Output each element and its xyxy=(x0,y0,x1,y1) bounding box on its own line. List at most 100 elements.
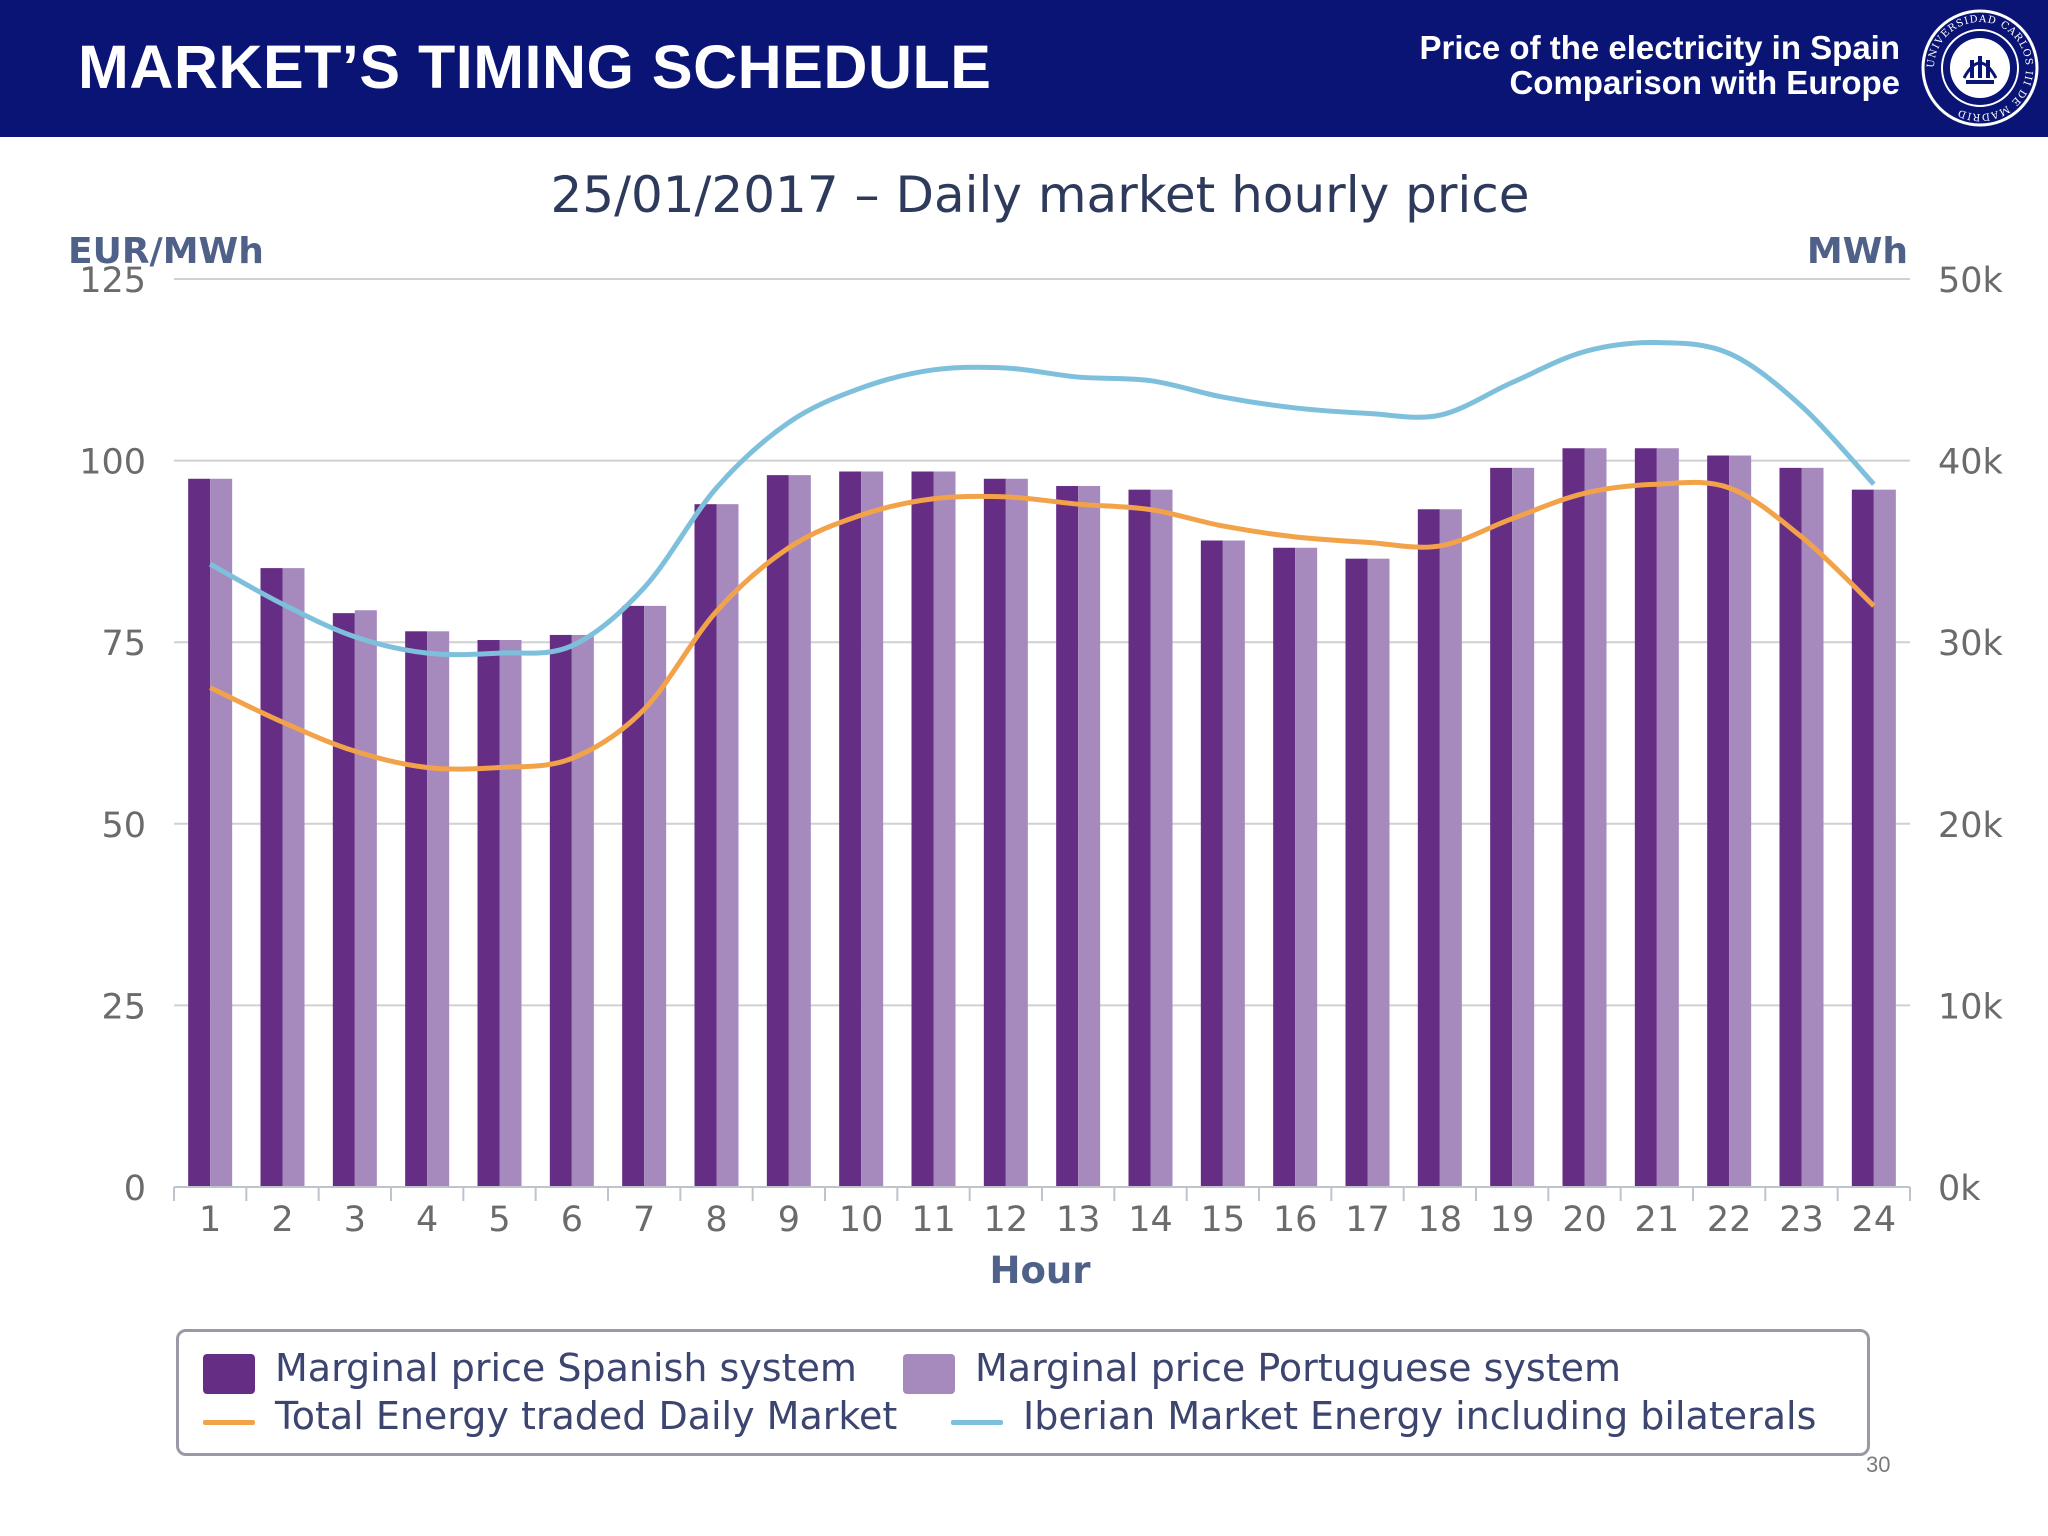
x-tick-label: 20 xyxy=(1562,1200,1607,1240)
legend-label-total-energy: Total Energy traded Daily Market xyxy=(275,1394,898,1438)
y-axis-right-label: MWh xyxy=(1807,231,1908,272)
bar-spanish xyxy=(1056,486,1079,1187)
legend-swatch-total-energy xyxy=(203,1420,255,1425)
y-tick-right: 40k xyxy=(1938,443,2004,483)
y-tick-right: 50k xyxy=(1938,261,2004,301)
bar-spanish xyxy=(1200,540,1223,1187)
bar-portuguese xyxy=(1584,448,1607,1187)
y-tick-left: 50 xyxy=(101,806,146,846)
x-tick-label: 14 xyxy=(1128,1200,1173,1240)
bar-spanish xyxy=(911,471,934,1188)
x-tick-label: 6 xyxy=(561,1200,583,1240)
slide-title: MARKET’S TIMING SCHEDULE xyxy=(78,33,992,101)
bar-portuguese xyxy=(1656,448,1679,1187)
bar-portuguese xyxy=(1729,455,1752,1187)
bar-spanish xyxy=(1417,509,1440,1187)
bar-spanish xyxy=(1490,467,1513,1187)
bar-portuguese xyxy=(1222,540,1245,1187)
bar-spanish xyxy=(1634,448,1657,1187)
legend-label-iberian-energy: Iberian Market Energy including bilatera… xyxy=(1023,1394,1817,1438)
hourly-price-chart: 25/01/2017 – Daily market hourly price E… xyxy=(68,166,2004,1292)
bar-spanish xyxy=(694,504,717,1188)
x-tick-label: 18 xyxy=(1418,1200,1463,1240)
bar-spanish xyxy=(983,478,1006,1187)
bar-spanish xyxy=(1779,467,1802,1187)
y-tick-left: 75 xyxy=(101,624,146,664)
x-tick-label: 1 xyxy=(199,1200,221,1240)
bar-spanish xyxy=(477,640,500,1187)
bar-spanish xyxy=(260,568,283,1187)
x-tick-label: 24 xyxy=(1852,1200,1897,1240)
bar-portuguese xyxy=(571,634,594,1187)
bar-portuguese xyxy=(1078,486,1101,1187)
legend-swatch-spanish xyxy=(203,1354,255,1394)
y-tick-left: 100 xyxy=(79,443,146,483)
x-tick-label: 17 xyxy=(1345,1200,1390,1240)
y-axis-left-label: EUR/MWh xyxy=(68,231,264,272)
x-tick-label: 21 xyxy=(1635,1200,1680,1240)
y-tick-left: 25 xyxy=(101,987,146,1027)
bar-spanish xyxy=(1562,448,1585,1187)
bar-spanish xyxy=(1273,547,1296,1187)
x-tick-label: 13 xyxy=(1056,1200,1101,1240)
bar-portuguese xyxy=(644,605,667,1187)
legend-swatch-portuguese xyxy=(903,1354,955,1394)
bar-portuguese xyxy=(282,568,305,1187)
y-tick-right: 10k xyxy=(1938,987,2004,1027)
bar-spanish xyxy=(549,634,572,1187)
bar-portuguese xyxy=(427,631,450,1187)
bar-spanish xyxy=(1851,489,1874,1187)
x-tick-label: 16 xyxy=(1273,1200,1318,1240)
line-iberian-energy xyxy=(208,340,1876,658)
x-tick-label: 22 xyxy=(1707,1200,1752,1240)
x-axis-label: Hour xyxy=(990,1249,1092,1292)
x-tick-label: 12 xyxy=(984,1200,1029,1240)
bar-spanish xyxy=(1707,455,1730,1187)
x-tick-label: 8 xyxy=(705,1200,727,1240)
y-tick-left: 0 xyxy=(124,1169,146,1209)
page-number: 30 xyxy=(1866,1452,1891,1477)
bar-portuguese xyxy=(1512,467,1535,1187)
bar-spanish xyxy=(332,613,355,1187)
x-tick-label: 19 xyxy=(1490,1200,1535,1240)
chart-legend: Marginal price Spanish system Marginal p… xyxy=(176,1329,1870,1456)
bar-spanish xyxy=(622,605,645,1187)
legend-swatch-iberian-energy xyxy=(951,1420,1003,1425)
chart-title: 25/01/2017 – Daily market hourly price xyxy=(550,166,1529,224)
x-tick-label: 23 xyxy=(1779,1200,1824,1240)
bar-spanish xyxy=(839,471,862,1188)
university-seal-logo: UNIVERSIDAD CARLOS III DE MADRID xyxy=(1921,9,2039,127)
header-bar: MARKET’S TIMING SCHEDULE Price of the el… xyxy=(0,0,2048,137)
bar-portuguese xyxy=(1801,467,1824,1187)
x-tick-label: 7 xyxy=(633,1200,655,1240)
bar-portuguese xyxy=(861,471,884,1188)
x-tick-label: 11 xyxy=(911,1200,956,1240)
bar-portuguese xyxy=(1150,489,1173,1187)
subtitle-line-1: Price of the electricity in Spain xyxy=(1419,29,1900,66)
bar-portuguese xyxy=(1873,489,1896,1187)
bar-spanish xyxy=(188,478,211,1187)
y-tick-left: 125 xyxy=(79,261,146,301)
line-total-energy xyxy=(209,479,1876,772)
x-tick-label: 3 xyxy=(344,1200,366,1240)
y-tick-right: 30k xyxy=(1938,624,2004,664)
bar-portuguese xyxy=(933,471,956,1188)
bar-series xyxy=(188,448,1896,1188)
bar-portuguese xyxy=(1439,509,1462,1187)
bar-portuguese xyxy=(716,504,739,1188)
x-tick-label: 4 xyxy=(416,1200,438,1240)
line-series xyxy=(208,340,1876,772)
subtitle-line-2: Comparison with Europe xyxy=(1509,64,1900,101)
bar-spanish xyxy=(405,631,428,1187)
bar-portuguese xyxy=(1295,547,1318,1187)
y-tick-right: 0k xyxy=(1938,1169,1981,1209)
bar-portuguese xyxy=(1005,478,1028,1187)
x-tick-label: 5 xyxy=(488,1200,510,1240)
y-tick-right: 20k xyxy=(1938,806,2004,846)
bar-spanish xyxy=(1345,558,1368,1187)
bar-spanish xyxy=(766,475,789,1187)
legend-label-spanish: Marginal price Spanish system xyxy=(275,1346,857,1390)
x-tick-label: 9 xyxy=(778,1200,800,1240)
bar-portuguese xyxy=(210,478,233,1187)
